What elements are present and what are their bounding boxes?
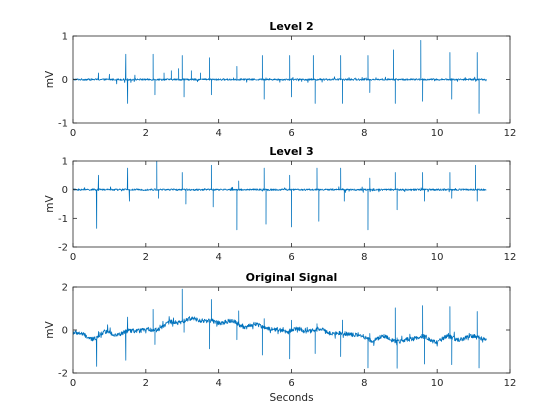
y-tick-label: 2 xyxy=(62,283,68,294)
x-tick-label: 6 xyxy=(288,378,294,389)
x-tick-label: 8 xyxy=(361,128,367,139)
signal-line-3 xyxy=(73,288,487,369)
x-tick-label: 10 xyxy=(431,128,444,139)
y-axis-label: mV xyxy=(44,70,56,88)
x-tick-label: 4 xyxy=(215,378,221,389)
x-tick-label: 0 xyxy=(70,128,76,139)
x-tick-label: 6 xyxy=(288,128,294,139)
y-tick-label: 0 xyxy=(62,326,68,337)
y-tick-label: -1 xyxy=(58,214,68,225)
signal-line-1 xyxy=(73,39,487,114)
y-tick-label: 0 xyxy=(62,75,68,86)
x-tick-label: 8 xyxy=(361,252,367,263)
x-tick-label: 10 xyxy=(431,252,444,263)
x-tick-label: 12 xyxy=(504,252,517,263)
x-tick-label: 2 xyxy=(143,252,149,263)
y-tick-label: -1 xyxy=(58,119,68,130)
subplot-title: Level 2 xyxy=(269,20,313,33)
subplot-2: 0 2 4 6 8 10 12 -2 -1 0 1 Level 3 mV xyxy=(44,145,516,263)
x-tick-label: 6 xyxy=(288,252,294,263)
x-tick-label: 0 xyxy=(70,378,76,389)
signal-line-2 xyxy=(73,161,487,231)
x-tick-label: 2 xyxy=(143,378,149,389)
x-tick-label: 12 xyxy=(504,128,517,139)
x-tick-label: 2 xyxy=(143,128,149,139)
y-tick-label: 1 xyxy=(62,157,68,168)
x-tick-label: 8 xyxy=(361,378,367,389)
y-tick-label: 0 xyxy=(62,185,68,196)
subplot-title: Original Signal xyxy=(246,271,338,284)
x-tick-label: 12 xyxy=(504,378,517,389)
y-tick-label: -2 xyxy=(58,369,68,380)
subplot-title: Level 3 xyxy=(269,145,313,158)
x-tick-label: 0 xyxy=(70,252,76,263)
y-tick-label: 1 xyxy=(62,32,68,43)
y-axis-label: mV xyxy=(44,194,56,212)
x-axis-label: Seconds xyxy=(269,392,313,404)
y-axis-label: mV xyxy=(44,320,56,338)
x-tick-label: 4 xyxy=(215,252,221,263)
x-tick-label: 10 xyxy=(431,378,444,389)
x-tick-label: 4 xyxy=(215,128,221,139)
y-tick-label: -2 xyxy=(58,243,68,254)
